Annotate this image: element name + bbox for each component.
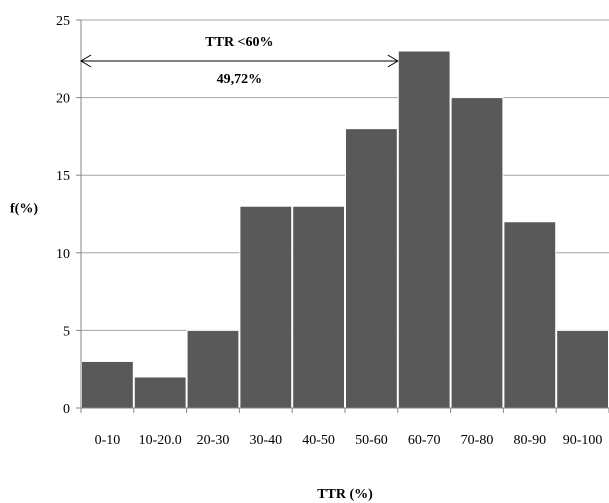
axes <box>76 19 609 413</box>
x-tick-label: 80-90 <box>513 433 546 448</box>
y-tick-label: 0 <box>63 402 70 417</box>
x-axis-title: TTR (%) <box>317 487 373 502</box>
x-tick-label: 30-40 <box>249 433 282 448</box>
y-tick-label: 25 <box>56 14 70 29</box>
y-tick-label: 10 <box>56 247 70 262</box>
x-tick-label: 90-100 <box>563 433 603 448</box>
bar <box>345 128 398 409</box>
x-tick-label: 10-20.0 <box>139 433 182 448</box>
y-tick-label: 15 <box>56 169 70 184</box>
bar <box>81 360 134 409</box>
annotation-arrowhead-left <box>80 54 92 68</box>
annotation-value: 49,72% <box>217 72 263 87</box>
x-tick-label: 70-80 <box>461 433 494 448</box>
x-tick-label: 40-50 <box>302 433 335 448</box>
bars <box>81 50 609 409</box>
x-tick-label: 50-60 <box>355 433 388 448</box>
annotation-label: TTR <60% <box>205 35 273 50</box>
bar <box>239 205 293 409</box>
annotation-arrowhead-right <box>387 54 399 68</box>
annotation: TTR <60% 49,72% <box>80 35 399 87</box>
bar <box>556 329 609 409</box>
bar <box>186 329 240 409</box>
bar <box>450 97 504 409</box>
y-tick-labels: 0 5 10 15 20 25 <box>56 14 70 417</box>
y-tick-label: 20 <box>56 92 70 107</box>
bar <box>133 376 187 409</box>
y-tick-label: 5 <box>63 324 70 339</box>
bar <box>503 221 557 409</box>
x-tick-label: 20-30 <box>197 433 230 448</box>
bar <box>397 50 451 409</box>
x-tick-labels: 0-10 10-20.0 20-30 30-40 40-50 50-60 60-70 70-8… <box>95 433 603 448</box>
y-axis-title: f(%) <box>10 201 38 216</box>
bar <box>292 205 346 409</box>
x-tick-label: 60-70 <box>408 433 441 448</box>
x-tick-label: 0-10 <box>95 433 121 448</box>
